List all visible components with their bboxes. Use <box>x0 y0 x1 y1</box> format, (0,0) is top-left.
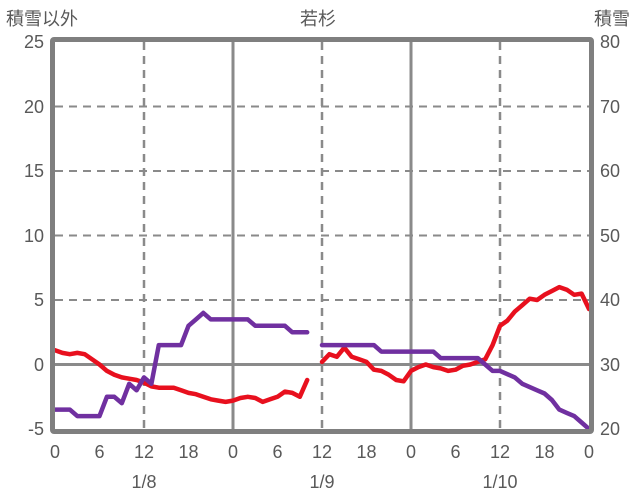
sekisetsu-purple-line <box>55 310 310 419</box>
x-tick-label: 12 <box>489 442 511 462</box>
y-right-tick-label: 60 <box>600 161 621 181</box>
y-right-tick-label: 50 <box>600 225 621 246</box>
x-tick-label: 6 <box>272 442 283 462</box>
x-tick-label: 0 <box>49 442 61 462</box>
y-left-tick-label: 25 <box>23 32 44 52</box>
y-right-tick-label: 70 <box>600 96 621 117</box>
x-tick-label: 0 <box>583 442 595 462</box>
y-right-tick-label: 40 <box>600 290 621 310</box>
x-tick-label: 12 <box>133 442 155 462</box>
left-axis-title: 積雪以外 <box>6 9 78 29</box>
y-left-tick-label: 5 <box>33 290 44 310</box>
right-axis-title: 積雪 <box>594 9 630 29</box>
sekisetsu-purple-line <box>319 342 589 429</box>
x-tick-label: 18 <box>178 442 199 462</box>
y-right-tick-label: 30 <box>600 354 621 375</box>
x-tick-label: 12 <box>311 442 333 462</box>
x-tick-label: 18 <box>534 442 555 462</box>
plot-area <box>50 37 594 434</box>
chart-title: 若杉 <box>300 9 336 29</box>
x-date-label: 1/10 <box>482 472 518 492</box>
x-tick-label: 6 <box>94 442 105 462</box>
x-tick-label: 0 <box>405 442 417 462</box>
x-tick-label: 6 <box>450 442 461 462</box>
sekisetsu-igai-red-line <box>319 284 589 384</box>
x-date-label: 1/9 <box>309 472 335 492</box>
y-left-tick-label: 0 <box>33 354 44 375</box>
y-left-tick-label: 20 <box>23 96 44 117</box>
y-left-tick-label: 15 <box>23 161 44 181</box>
y-left-tick-label: -5 <box>27 419 44 439</box>
y-right-tick-label: 80 <box>600 32 621 52</box>
y-left-tick-label: 10 <box>23 225 44 246</box>
y-right-tick-label: 20 <box>600 419 621 439</box>
chart-canvas <box>55 42 589 429</box>
x-tick-label: 0 <box>227 442 239 462</box>
sekisetsu-igai-red-line <box>55 348 310 405</box>
x-tick-label: 18 <box>356 442 377 462</box>
x-date-label: 1/8 <box>131 472 157 492</box>
